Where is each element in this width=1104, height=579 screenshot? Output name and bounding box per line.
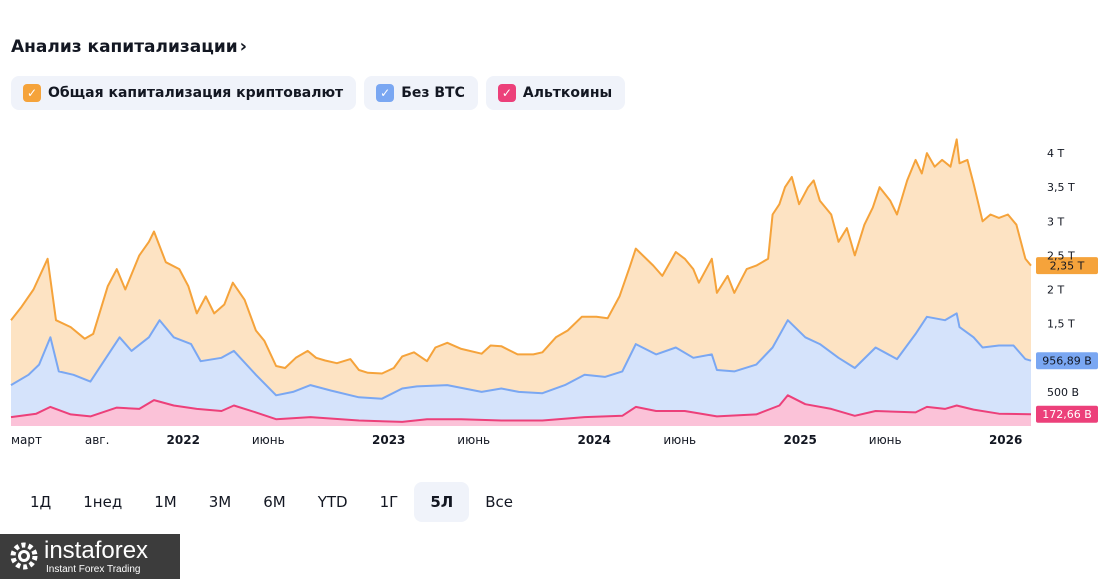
checkbox-icon: ✓ <box>376 84 395 102</box>
y-tick-label: 4 T <box>1047 147 1064 160</box>
legend-label: Альткоины <box>522 85 613 101</box>
checkbox-icon: ✓ <box>497 84 516 102</box>
period-3m-button[interactable]: 3М <box>208 493 232 511</box>
y-tick-label: 3 T <box>1047 215 1064 228</box>
brand-name: instaforex <box>44 537 149 564</box>
period-ytd-button[interactable]: YTD <box>317 493 348 511</box>
x-tick-label: март <box>11 433 42 447</box>
x-tick-label: авг. <box>85 433 110 447</box>
checkbox-icon: ✓ <box>23 84 41 102</box>
x-tick-label: 2022 <box>167 433 200 447</box>
x-tick-label: июнь <box>252 433 285 447</box>
period-6m-button[interactable]: 6М <box>263 493 286 511</box>
series-line-1 <box>10 312 1032 400</box>
legend: ✓ Общая капитализация криптовалют ✓ Без … <box>11 76 626 110</box>
series-last-value-label: 956,89 B <box>1042 355 1092 368</box>
x-tick-label: 2024 <box>577 433 610 447</box>
period-1y-button[interactable]: 1Г <box>379 493 399 511</box>
chevron-right-icon: › <box>239 36 248 57</box>
series-last-value-badge <box>1036 352 1098 370</box>
y-tick-label: 2,5 T <box>1047 249 1075 262</box>
page-title[interactable]: Анализ капитализации › <box>11 36 247 57</box>
market-cap-chart[interactable]: 2,35 T 956,89 B 172,66 B 500 B 1,5 T 2 T 2,5 T… <box>0 130 1104 460</box>
series-last-value-badge <box>1036 257 1098 275</box>
x-tick-label: 2025 <box>784 433 817 447</box>
x-tick-label: июнь <box>663 433 696 447</box>
brand-tagline: Instant Forex Trading <box>46 564 141 575</box>
period-5y-button[interactable]: 5Л <box>414 482 470 522</box>
series-last-value-label: 2,35 T <box>1050 260 1085 273</box>
x-tick-label: июнь <box>457 433 490 447</box>
x-tick-label: 2026 <box>989 433 1022 447</box>
brand-logo: instaforex Instant Forex Trading <box>0 534 180 579</box>
y-tick-label: 3,5 T <box>1047 181 1075 194</box>
x-tick-label: 2023 <box>372 433 405 447</box>
period-1w-button[interactable]: 1нед <box>83 493 123 511</box>
period-1m-button[interactable]: 1М <box>154 493 177 511</box>
series-area-2 <box>11 395 1031 426</box>
page-title-text: Анализ капитализации <box>11 36 238 57</box>
legend-total-cap-toggle[interactable]: ✓ Общая капитализация криптовалют <box>11 76 357 110</box>
gear-logo-icon <box>10 542 38 570</box>
period-all-button[interactable]: Все <box>485 493 513 511</box>
y-tick-label: 1,5 T <box>1047 318 1075 331</box>
series-line-0 <box>10 138 1032 375</box>
series-last-value-badge <box>1036 405 1098 423</box>
x-tick-label: июнь <box>869 433 902 447</box>
legend-label: Без BTC <box>401 85 465 101</box>
y-tick-label: 500 B <box>1047 386 1079 399</box>
series-line-2 <box>10 394 1032 423</box>
legend-altcoins-toggle[interactable]: ✓ Альткоины <box>485 76 626 110</box>
period-selector: 1Д 1нед 1М 3М 6М YTD 1Г 5Л Все <box>14 482 529 522</box>
legend-label: Общая капитализация криптовалют <box>48 85 344 101</box>
y-tick-label: 2 T <box>1047 284 1064 297</box>
period-1d-button[interactable]: 1Д <box>30 493 52 511</box>
series-last-value-label: 172,66 B <box>1042 408 1092 421</box>
legend-ex-btc-toggle[interactable]: ✓ Без BTC <box>364 76 478 110</box>
